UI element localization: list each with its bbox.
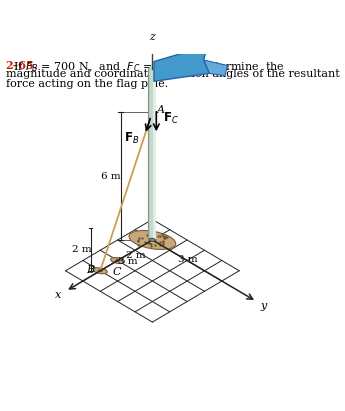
Text: C: C [112,267,121,277]
Text: 3 m: 3 m [178,255,198,264]
Text: 6 m: 6 m [101,171,120,180]
Text: z: z [149,32,155,42]
Text: 2 m: 2 m [126,251,146,260]
Text: A: A [157,106,165,115]
Polygon shape [204,60,227,76]
Ellipse shape [129,231,176,249]
Text: force acting on the flag pole.: force acting on the flag pole. [6,79,168,89]
Text: 3 m: 3 m [118,257,138,266]
Text: y: y [260,301,267,311]
Text: $\mathbf{F}_C$: $\mathbf{F}_C$ [164,111,179,126]
Ellipse shape [149,238,156,242]
Text: x: x [56,291,62,300]
Text: If $F_B$ = 700 N,  and  $F_C$ = 560 N,  determine  the: If $F_B$ = 700 N, and $F_C$ = 560 N, det… [6,60,284,74]
Polygon shape [154,46,209,81]
Text: 2 m: 2 m [72,245,92,254]
Text: B: B [86,265,94,275]
Ellipse shape [93,268,107,274]
Ellipse shape [98,270,102,272]
Text: 2–65.: 2–65. [6,60,38,71]
Text: magnitude and coordinate direction angles of the resultant: magnitude and coordinate direction angle… [6,69,339,79]
Ellipse shape [111,258,125,263]
Ellipse shape [116,259,120,261]
Text: $\mathbf{F}_B$: $\mathbf{F}_B$ [124,131,139,146]
